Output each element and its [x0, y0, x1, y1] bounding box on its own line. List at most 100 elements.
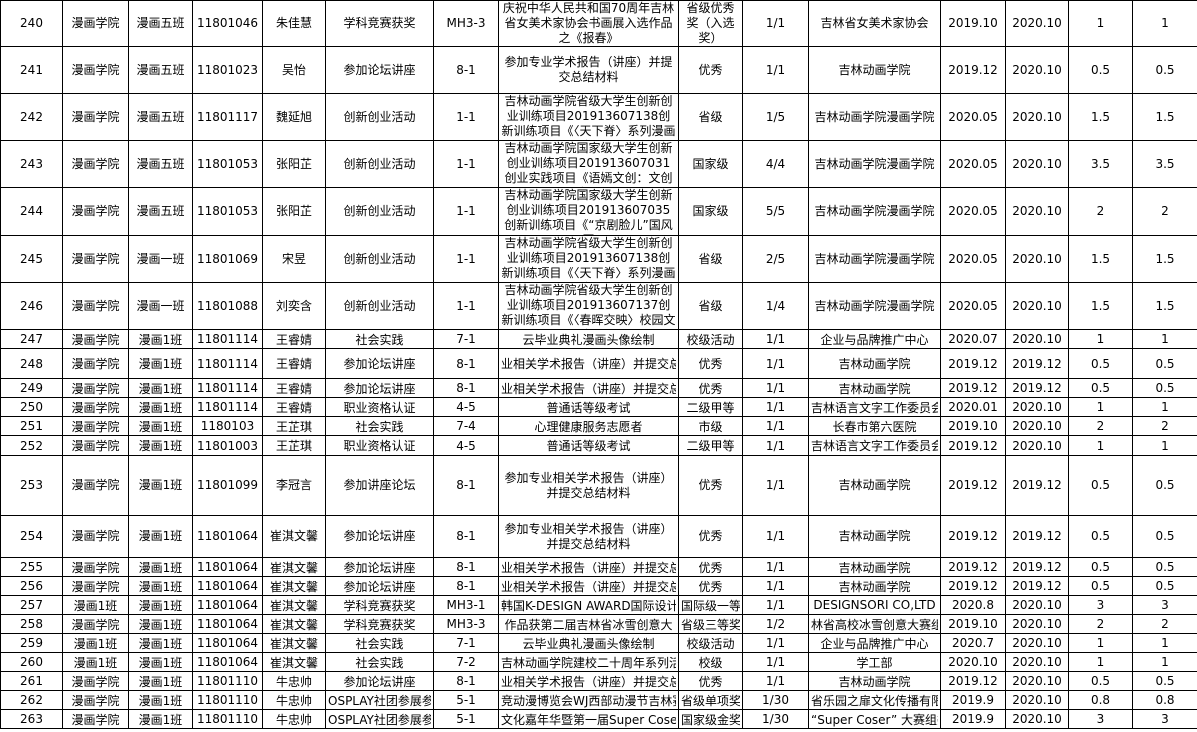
content-cell: 参加专业学术报告（讲座）并提交总结材料	[498, 46, 679, 94]
content-cell: 云毕业典礼漫画头像绘制	[498, 633, 679, 653]
start-date: 2020.01	[948, 400, 998, 414]
row-index-cell: 250	[0, 397, 63, 417]
student-id: 11801114	[196, 332, 259, 346]
final-score-cell: 1.5	[1132, 282, 1197, 330]
row-index: 241	[20, 62, 43, 77]
class: 漫画1班	[138, 419, 183, 434]
score-cell: 0.5	[1068, 46, 1133, 94]
college: 漫画学院	[71, 579, 120, 594]
organization-cell: 企业与品牌推广中心	[808, 633, 941, 653]
name-cell: 王睿婧	[262, 397, 326, 417]
code-cell: MH3-3	[433, 614, 499, 634]
final-score-cell: 0.5	[1132, 455, 1197, 516]
final-score: 0.5	[1155, 579, 1175, 593]
student-id: 11801053	[196, 156, 259, 171]
table-row: 249 漫画学院 漫画1班 11801114 王睿婧 参加论坛讲座 8-1 业相关学术报告（讲…	[0, 378, 1197, 398]
name: 牛忠帅	[275, 693, 312, 708]
class: 漫画1班	[138, 478, 183, 492]
level: 市级	[698, 419, 723, 434]
code-cell: 7-1	[433, 329, 499, 349]
score-cell: 3	[1068, 595, 1133, 615]
end-date-cell: 2019.12	[1005, 557, 1069, 577]
class-cell: 漫画1班	[128, 557, 193, 577]
start-date: 2019.12	[948, 438, 998, 453]
code-cell: 8-1	[433, 46, 499, 94]
end-date: 2019.12	[1012, 381, 1062, 395]
organization-cell: 吉林动画学院	[808, 378, 941, 398]
end-date-cell: 2020.10	[1005, 0, 1069, 47]
end-date: 2020.10	[1012, 16, 1062, 30]
content: 韩国K-DESIGN AWARD国际设计	[501, 598, 676, 613]
end-date-cell: 2020.10	[1005, 187, 1069, 236]
college-cell: 漫画学院	[62, 0, 129, 47]
level-cell: 省级	[678, 235, 743, 283]
student-id: 11801110	[196, 712, 259, 726]
category-cell: 创新创业活动	[325, 235, 434, 283]
code: 8-1	[456, 356, 476, 371]
final-score: 1.5	[1155, 298, 1175, 313]
college-cell: 漫画学院	[62, 416, 129, 436]
level: 优秀	[698, 357, 723, 371]
final-score: 0.5	[1155, 381, 1175, 395]
final-score-cell: 0.5	[1132, 671, 1197, 691]
score: 0.5	[1090, 381, 1111, 395]
rank: 1/1	[765, 16, 786, 30]
code-cell: 4-5	[433, 397, 499, 417]
final-score: 2	[1161, 419, 1169, 433]
content-cell: 业相关学术报告（讲座）并提交总	[498, 348, 679, 379]
organization: 吉林语言文字工作委员会	[811, 439, 938, 453]
start-date-cell: 2019.12	[940, 557, 1006, 577]
student-id: 11801064	[196, 560, 259, 574]
content: 作品获第二届吉林省冰雪创意大	[504, 617, 673, 632]
table-row: 263 漫画学院 漫画1班 11801110 牛忠帅 OSPLAY社团参展参 5-1 文化嘉年…	[0, 709, 1197, 729]
class: 漫画一班	[136, 251, 185, 266]
content-cell: 庆祝中华人民共和国70周年吉林省女美术家协会书画展入选作品之《报春》	[498, 0, 679, 47]
class-cell: 漫画一班	[128, 235, 193, 283]
start-date: 2020.05	[948, 204, 998, 218]
student-id: 11801064	[196, 636, 259, 650]
category-cell: 学科竞赛获奖	[325, 595, 434, 615]
content-cell: 吉林动画学院省级大学生创新创业训练项目201913607138创新训练项目《〈天…	[498, 93, 679, 141]
student-id: 11801114	[196, 381, 259, 395]
table-row: 252 漫画学院 漫画1班 11801003 王芷琪 职业资格认证 4-5 普通话等级考试 二级…	[0, 435, 1197, 456]
score: 0.5	[1090, 579, 1111, 593]
level: 二级甲等	[686, 439, 735, 453]
class-cell: 漫画1班	[128, 378, 193, 398]
category: 职业资格认证	[343, 439, 416, 453]
name: 牛忠帅	[275, 674, 312, 689]
row-index: 242	[20, 109, 43, 124]
level-cell: 优秀	[678, 576, 743, 596]
end-date: 2020.10	[1012, 655, 1062, 669]
rank: 1/1	[765, 419, 786, 433]
content: 普通话等级考试	[546, 439, 631, 453]
class-cell: 漫画1班	[128, 709, 193, 729]
end-date-cell: 2020.10	[1005, 93, 1069, 141]
end-date-cell: 2020.10	[1005, 709, 1069, 729]
start-date: 2019.12	[948, 529, 998, 543]
table-row: 247 漫画学院 漫画1班 11801114 王睿婧 社会实践 7-1 云毕业典礼漫画头像绘制…	[0, 329, 1197, 349]
organization-cell: DESIGNSORI CO,LTD	[808, 595, 941, 615]
rank: 1/1	[765, 598, 786, 612]
start-date-cell: 2020.01	[940, 397, 1006, 417]
organization-cell: 学工部	[808, 652, 941, 672]
end-date: 2020.10	[1012, 419, 1062, 433]
row-index: 251	[20, 419, 43, 433]
name-cell: 刘奕含	[262, 282, 326, 330]
name-cell: 王芷琪	[262, 416, 326, 436]
row-index-cell: 252	[0, 435, 63, 456]
class: 漫画五班	[136, 204, 185, 218]
score: 3	[1096, 712, 1105, 726]
class: 漫画五班	[136, 62, 185, 77]
college-cell: 漫画学院	[62, 557, 129, 577]
rank: 1/1	[765, 674, 786, 688]
level-cell: 优秀	[678, 515, 743, 558]
college: 漫画学院	[71, 674, 120, 689]
student-id: 11801110	[196, 693, 259, 707]
content: 吉林动画学院省级大学生创新创业训练项目201913607138创新训练项目《〈天…	[501, 94, 676, 140]
code-cell: 8-1	[433, 576, 499, 596]
score: 0.5	[1090, 560, 1111, 574]
student-id-cell: 11801053	[192, 140, 263, 188]
rank-cell: 1/1	[742, 652, 809, 672]
content: 普通话等级考试	[546, 400, 631, 415]
score: 1.5	[1090, 251, 1111, 266]
